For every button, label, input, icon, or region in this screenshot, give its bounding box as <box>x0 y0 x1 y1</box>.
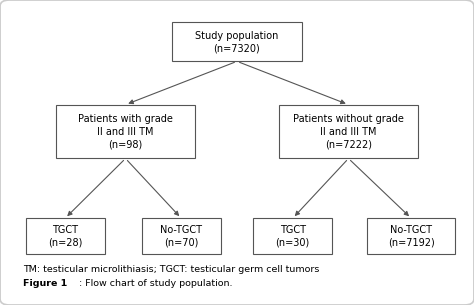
FancyBboxPatch shape <box>253 218 332 254</box>
FancyBboxPatch shape <box>26 218 105 254</box>
FancyBboxPatch shape <box>367 218 456 254</box>
Text: No-TGCT
(n=70): No-TGCT (n=70) <box>160 225 202 248</box>
FancyBboxPatch shape <box>142 218 221 254</box>
Text: Patients without grade
II and III TM
(n=7222): Patients without grade II and III TM (n=… <box>293 114 404 149</box>
Text: Study population
(n=7320): Study population (n=7320) <box>195 30 279 53</box>
Text: : Flow chart of study population.: : Flow chart of study population. <box>79 278 233 288</box>
FancyBboxPatch shape <box>172 23 302 61</box>
Text: TGCT
(n=28): TGCT (n=28) <box>48 225 82 248</box>
Text: Figure 1: Figure 1 <box>23 278 68 288</box>
Text: Patients with grade
II and III TM
(n=98): Patients with grade II and III TM (n=98) <box>78 114 173 149</box>
Text: Figure 1: Figure 1 <box>23 278 68 288</box>
FancyBboxPatch shape <box>56 105 195 159</box>
Text: TM: testicular microlithiasis; TGCT: testicular germ cell tumors: TM: testicular microlithiasis; TGCT: tes… <box>23 264 319 274</box>
Text: TGCT
(n=30): TGCT (n=30) <box>275 225 310 248</box>
FancyBboxPatch shape <box>279 105 418 159</box>
Text: No-TGCT
(n=7192): No-TGCT (n=7192) <box>388 225 435 248</box>
